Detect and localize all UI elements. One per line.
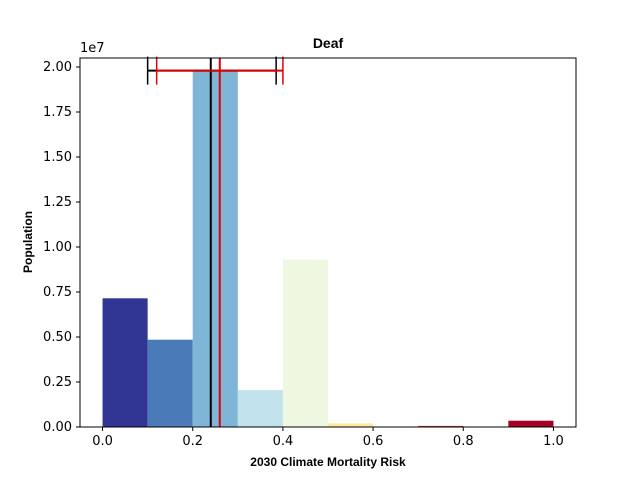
bars-layer bbox=[102, 70, 554, 427]
y-tick-label-0: 0.00 bbox=[43, 420, 72, 435]
histogram-bar-7 bbox=[418, 425, 464, 427]
y-tick-label-8: 2.00 bbox=[43, 60, 72, 75]
histogram-bar-5 bbox=[328, 423, 374, 427]
histogram-bar-0 bbox=[102, 298, 148, 427]
y-tick-label-6: 1.50 bbox=[43, 150, 72, 165]
histogram-bar-3 bbox=[237, 390, 283, 427]
x-tick-label-5: 1.0 bbox=[543, 434, 564, 449]
x-tick-label-0: 0.0 bbox=[92, 434, 113, 449]
y-axis-multiplier: 1e7 bbox=[80, 41, 105, 56]
plot-frame bbox=[79, 57, 577, 428]
y-axis-label: Population bbox=[21, 211, 35, 273]
x-tick-label-4: 0.8 bbox=[453, 434, 474, 449]
x-axis: 0.0 0.2 0.4 0.6 0.8 1.0 bbox=[92, 427, 564, 449]
histogram-bar-1 bbox=[147, 339, 193, 427]
x-tick-label-1: 0.2 bbox=[182, 434, 203, 449]
y-axis: 0.00 0.25 0.50 0.75 1.00 1.25 1.50 1.75 2.00 bbox=[43, 60, 80, 435]
x-axis-label: 2030 Climate Mortality Risk bbox=[250, 455, 406, 469]
y-tick-label-7: 1.75 bbox=[43, 105, 72, 120]
reference-lines-layer bbox=[146, 56, 284, 427]
y-tick-label-2: 0.50 bbox=[43, 330, 72, 345]
x-tick-label-2: 0.4 bbox=[273, 434, 294, 449]
x-tick-label-3: 0.6 bbox=[363, 434, 384, 449]
chart-title: Deaf bbox=[313, 35, 344, 51]
y-tick-label-1: 0.25 bbox=[43, 375, 72, 390]
histogram-bar-2 bbox=[192, 70, 238, 427]
histogram-bar-9 bbox=[508, 420, 554, 427]
y-tick-label-4: 1.00 bbox=[43, 240, 72, 255]
y-tick-label-3: 0.75 bbox=[43, 285, 72, 300]
histogram-bar-4 bbox=[282, 259, 328, 427]
y-tick-label-5: 1.25 bbox=[43, 195, 72, 210]
